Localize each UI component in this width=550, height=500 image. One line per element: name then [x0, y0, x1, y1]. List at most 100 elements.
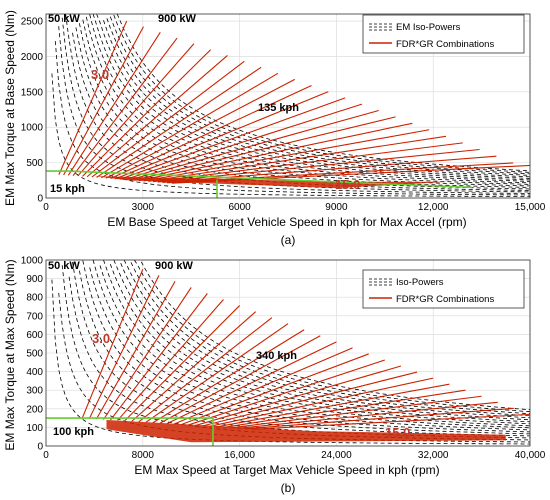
combination-line	[110, 85, 312, 180]
iso-power-curve	[130, 262, 531, 415]
panel-b-selection-lines	[46, 417, 214, 446]
iso-power-curve	[106, 18, 531, 176]
panel-a-annotation-135kph: 135 kph	[258, 102, 299, 114]
combination-line	[251, 413, 531, 430]
x-tick-label: 9000	[325, 202, 348, 213]
x-tick-label: 6000	[228, 202, 251, 213]
y-tick-label: 200	[26, 404, 43, 415]
panel-a-legend-iso-label: EM Iso-Powers	[396, 22, 461, 33]
panel-a-legend-box	[362, 14, 525, 54]
y-tick-label: 1000	[21, 123, 44, 134]
panel-a-plot-frame	[45, 13, 531, 199]
panel-b-legend: Iso-Powers FDR*GR Combinations	[362, 269, 525, 309]
combination-line	[77, 43, 195, 177]
combination-line	[95, 281, 176, 420]
panel-b-annotation-900kw: 900 kW	[155, 260, 194, 272]
combination-line	[100, 72, 279, 179]
iso-power-curve	[51, 279, 530, 445]
panel-b-annotation-ratio-15: 15.0	[385, 425, 410, 440]
iso-power-curve	[103, 259, 531, 425]
combination-line	[119, 97, 346, 180]
combination-line	[180, 353, 369, 426]
y-tick-label: 100	[26, 423, 43, 434]
y-tick-label: 600	[26, 330, 43, 341]
combination-line	[86, 55, 228, 178]
panel-a-caption: (a)	[281, 233, 296, 247]
combination-band	[106, 420, 506, 443]
iso-power-curve	[134, 259, 531, 413]
iso-power-curve	[99, 265, 531, 427]
panel-b-ticks: 0 8000 16,000 24,000 32,000 40,000 0 100 200 300 4…	[21, 256, 546, 462]
panel-a-legend-iso-swatch	[369, 23, 392, 31]
y-tick-label: 700	[26, 311, 43, 322]
panel-b-legend-comb-label: FDR*GR Combinations	[396, 294, 494, 305]
iso-power-curve	[92, 259, 531, 429]
panel-b-y-axis-label: EM Max Torque at Max Speed (Nm)	[3, 259, 17, 450]
x-tick-label: 32,000	[418, 450, 449, 461]
combination-line	[138, 317, 273, 423]
combination-line	[143, 129, 430, 182]
combination-line	[202, 371, 418, 427]
combination-line	[88, 275, 160, 419]
combination-line	[244, 407, 514, 430]
x-tick-label: 0	[43, 450, 49, 461]
combination-line	[115, 91, 329, 180]
combination-line	[110, 293, 208, 421]
iso-power-curve	[51, 73, 530, 197]
panel-a-annotation-50kw: 50 kW	[48, 13, 80, 25]
combination-line	[166, 341, 337, 425]
iso-power-curve	[85, 16, 531, 184]
combination-line	[145, 323, 289, 423]
x-tick-label: 24,000	[321, 450, 352, 461]
combination-line	[105, 78, 295, 179]
iso-power-curve	[89, 14, 531, 182]
combination-line	[103, 287, 192, 420]
iso-power-curve	[103, 20, 531, 178]
combination-line	[129, 109, 379, 181]
x-tick-label: 16,000	[224, 450, 255, 461]
x-tick-label: 3000	[132, 202, 155, 213]
combination-line	[124, 305, 240, 422]
panel-a-combination-lines	[58, 20, 531, 189]
combination-line	[63, 26, 144, 176]
iso-power-curve	[54, 41, 530, 196]
panel-b-legend-iso-label: Iso-Powers	[396, 277, 444, 288]
iso-power-curve	[92, 13, 531, 181]
combination-line	[173, 347, 353, 425]
panel-b-annotation-ratio-3: 3.0	[92, 331, 110, 346]
combination-line	[195, 365, 402, 427]
panel-a-selection-lines	[46, 170, 472, 198]
panel-a-y-axis-label: EM Max Torque at Base Speed (Nm)	[3, 10, 17, 206]
panel-b-plot-frame	[45, 259, 531, 447]
y-tick-label: 800	[26, 293, 43, 304]
combination-line	[237, 401, 498, 429]
panel-b: 0 8000 16,000 24,000 32,000 40,000 0 100 200 300 4…	[3, 256, 546, 496]
x-tick-label: 8000	[132, 450, 155, 461]
combination-line	[91, 60, 245, 178]
combination-line	[58, 20, 128, 175]
panel-b-legend-iso-swatch	[369, 278, 392, 286]
combination-line	[134, 116, 396, 181]
iso-power-curve	[89, 267, 531, 431]
panel-a-annotation-900kw: 900 kW	[158, 13, 197, 25]
y-tick-label: 1500	[21, 87, 44, 98]
y-tick-label: 500	[26, 349, 43, 360]
y-tick-label: 400	[26, 367, 43, 378]
x-tick-label: 40,000	[515, 450, 546, 461]
combination-line	[67, 32, 161, 176]
combination-line	[209, 377, 434, 428]
panel-b-combination-lines	[81, 269, 531, 443]
iso-power-curve	[123, 259, 531, 417]
combination-line	[162, 155, 497, 183]
y-tick-label: 0	[37, 442, 43, 453]
combination-line	[159, 335, 321, 424]
combination-line	[152, 142, 463, 183]
combination-line	[96, 66, 262, 178]
y-tick-label: 2500	[21, 17, 44, 28]
panel-a-legend: EM Iso-Powers FDR*GR Combinations	[362, 14, 525, 54]
combination-line	[81, 269, 144, 419]
x-tick-label: 0	[43, 202, 49, 213]
combination-line	[152, 329, 305, 424]
panel-b-legend-box	[362, 269, 525, 309]
